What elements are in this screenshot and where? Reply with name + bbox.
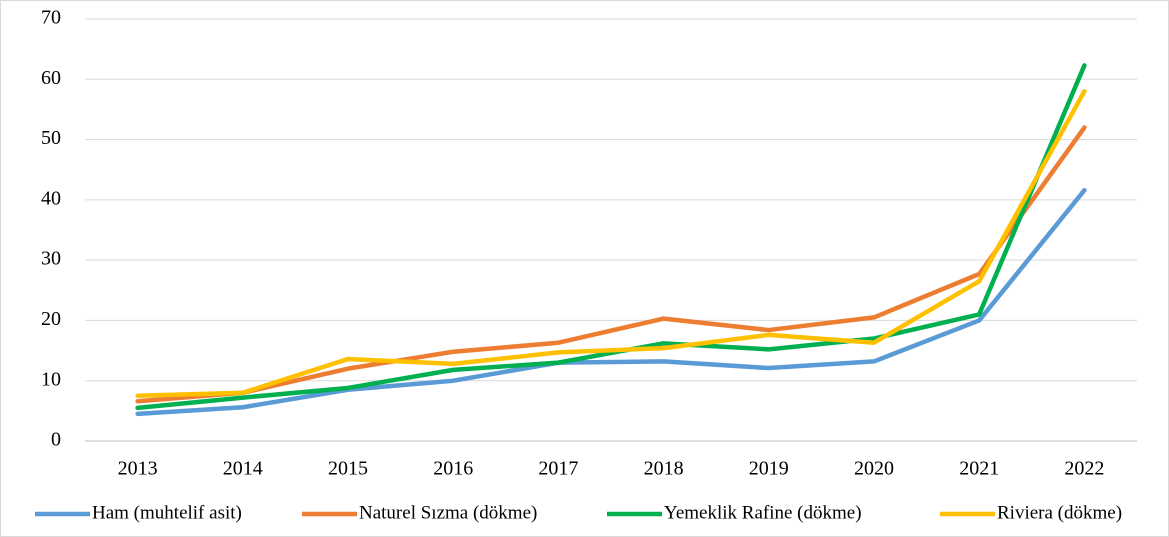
- x-tick-label: 2014: [223, 458, 263, 480]
- x-tick-label: 2018: [644, 458, 684, 480]
- series-line: [135, 63, 1087, 411]
- x-tick-label: 2015: [328, 458, 368, 480]
- x-tick-label: 2022: [1064, 458, 1104, 480]
- y-tick-label: 70: [41, 7, 61, 29]
- x-tick-label: 2021: [959, 458, 999, 480]
- x-tick-label: 2020: [854, 458, 894, 480]
- series-line: [135, 125, 1087, 404]
- y-tick-label: 0: [51, 429, 61, 451]
- legend: Ham (muhtelif asit) Naturel Sızma (dökme)…: [35, 502, 1122, 523]
- legend-label: Yemeklik Rafine (dökme): [664, 502, 862, 523]
- y-tick-label: 40: [41, 187, 61, 209]
- legend-label: Riviera (dökme): [997, 502, 1122, 523]
- legend-label: Ham (muhtelif asit): [92, 502, 242, 523]
- series-line: [135, 187, 1087, 417]
- x-tick-label: 2017: [538, 458, 578, 480]
- y-tick-label: 60: [41, 67, 61, 89]
- y-tick-label: 20: [41, 308, 61, 330]
- x-tick-label: 2019: [749, 458, 789, 480]
- y-tick-label: 50: [41, 127, 61, 149]
- legend-label: Naturel Sızma (dökme): [359, 502, 537, 523]
- y-tick-label: 10: [41, 368, 61, 390]
- y-tick-label: 30: [41, 248, 61, 270]
- x-tick-label: 2013: [118, 458, 158, 480]
- x-tick-label: 2016: [433, 458, 473, 480]
- series-line: [135, 89, 1087, 399]
